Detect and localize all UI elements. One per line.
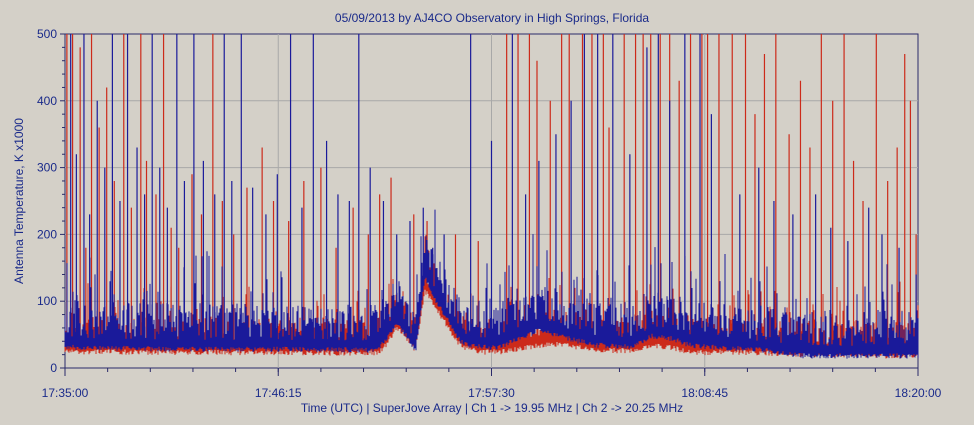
y-axis-label: Antenna Temperature, K x1000 [12,118,26,284]
x-tick-label: 18:20:00 [895,386,942,400]
chart-title: 05/09/2013 by AJ4CO Observatory in High … [335,11,649,25]
x-axis-label: Time (UTC) | SuperJove Array | Ch 1 -> 1… [301,401,683,415]
x-tick-label: 17:35:00 [42,386,89,400]
x-tick-label: 18:08:45 [681,386,728,400]
y-tick-label: 500 [37,27,57,41]
y-tick-label: 100 [37,294,57,308]
x-tick-label: 17:57:30 [468,386,515,400]
x-axis-ticks: 17:35:00 17:46:15 17:57:30 18:08:45 18:20:00 [42,368,942,400]
series-ch2 [64,34,919,359]
y-tick-label: 400 [37,94,57,108]
y-tick-label: 0 [50,361,57,375]
y-axis-ticks: 0 100 200 300 400 500 [37,27,65,375]
y-tick-label: 300 [37,161,57,175]
y-tick-label: 200 [37,227,57,241]
x-tick-label: 17:46:15 [255,386,302,400]
